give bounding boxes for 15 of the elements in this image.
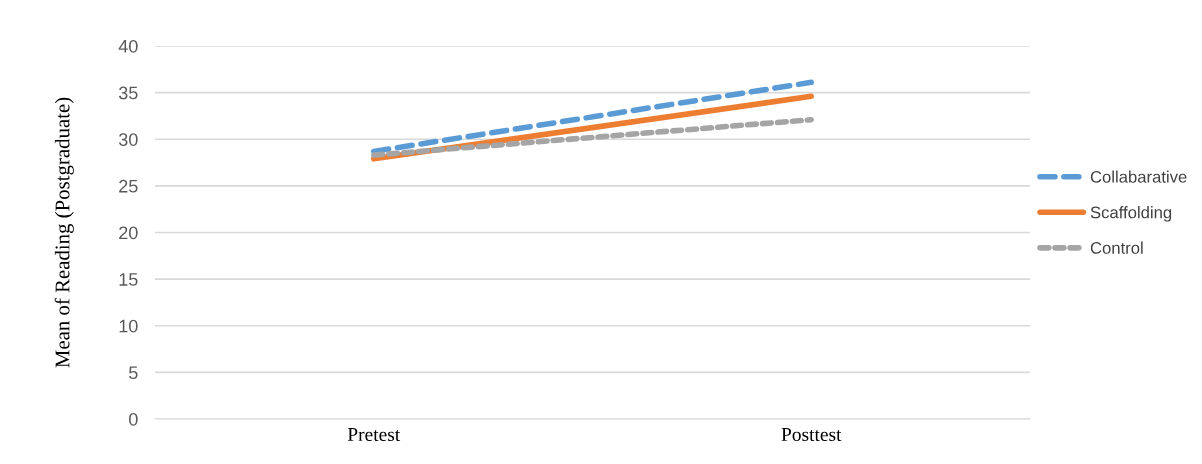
y-axis-title: Mean of Reading (Postgraduate)	[54, 97, 74, 368]
y-tick-label: 40	[118, 39, 138, 53]
y-tick-label: 20	[119, 226, 138, 240]
x-tick-label: Posttest	[781, 428, 842, 442]
y-tick-label: 0	[129, 412, 138, 426]
y-tick-label: 5	[129, 366, 138, 380]
legend-label: Scaffolding	[1090, 206, 1172, 222]
y-tick-label: 10	[119, 319, 138, 333]
y-tick-label: 25	[119, 179, 138, 193]
legend-label: Collabarative	[1090, 170, 1187, 183]
legend-label: Control	[1090, 241, 1143, 254]
y-tick-label: 15	[119, 273, 138, 286]
x-tick-label: Pretest	[347, 428, 401, 442]
y-tick-label: 35	[118, 86, 138, 100]
y-tick-label: 30	[118, 133, 138, 146]
